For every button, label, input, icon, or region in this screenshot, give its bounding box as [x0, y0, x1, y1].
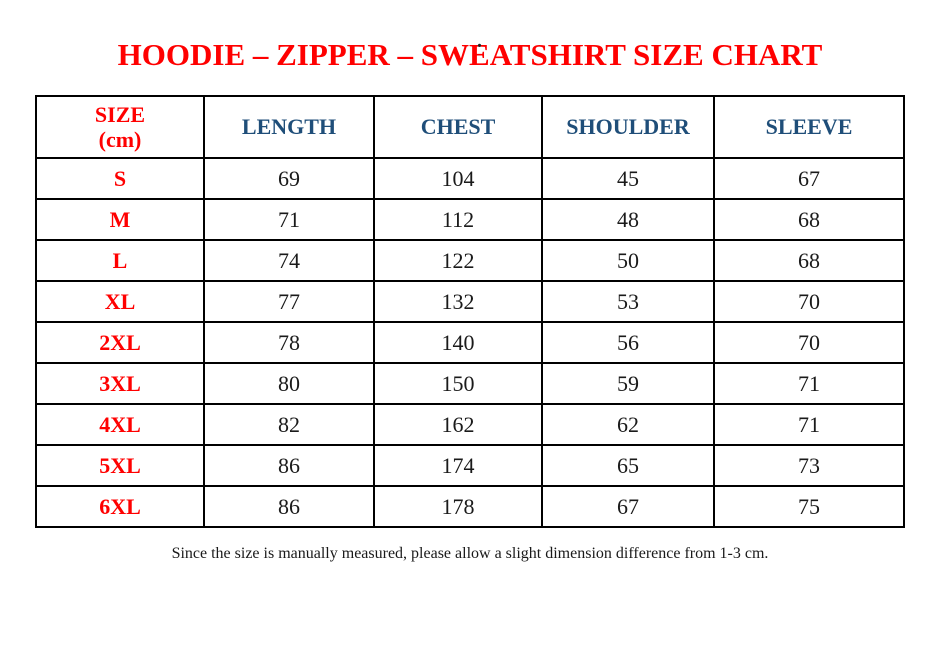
footnote: Since the size is manually measured, ple…	[171, 545, 769, 562]
shoulder-cell: 56	[541, 321, 715, 364]
size-cell: 4XL	[35, 403, 205, 446]
col-header-size-line2: (cm)	[98, 127, 142, 152]
shoulder-cell: 53	[541, 280, 715, 323]
sleeve-cell: 68	[713, 198, 905, 241]
sleeve-cell: 70	[713, 321, 905, 364]
chest-cell: 162	[373, 403, 543, 446]
shoulder-cell: 48	[541, 198, 715, 241]
chest-cell: 132	[373, 280, 543, 323]
size-cell: 6XL	[35, 485, 205, 528]
sleeve-cell: 67	[713, 157, 905, 200]
page-title: HOODIE – ZIPPER – SWEATSHIRT SIZE CHART	[117, 37, 823, 72]
size-cell: S	[35, 157, 205, 200]
sleeve-cell: 71	[713, 362, 905, 405]
chest-cell: 122	[373, 239, 543, 282]
table-row: 2XL 78 140 56 70	[35, 321, 905, 364]
chest-cell: 140	[373, 321, 543, 364]
shoulder-cell: 65	[541, 444, 715, 487]
length-cell: 78	[203, 321, 375, 364]
chest-cell: 112	[373, 198, 543, 241]
shoulder-cell: 62	[541, 403, 715, 446]
col-header-length: LENGTH	[203, 95, 375, 159]
chest-cell: 104	[373, 157, 543, 200]
chest-cell: 150	[373, 362, 543, 405]
length-cell: 86	[203, 444, 375, 487]
table-row: XL 77 132 53 70	[35, 280, 905, 323]
shoulder-cell: 59	[541, 362, 715, 405]
table-row: 3XL 80 150 59 71	[35, 362, 905, 405]
chest-cell: 178	[373, 485, 543, 528]
sleeve-cell: 71	[713, 403, 905, 446]
length-cell: 74	[203, 239, 375, 282]
col-header-shoulder: SHOULDER	[541, 95, 715, 159]
table-body: S 69 104 45 67 M 71 112 48 68 L 74 122 50 68 XL 77 132 53 7…	[35, 157, 905, 528]
table-row: 5XL 86 174 65 73	[35, 444, 905, 487]
length-cell: 86	[203, 485, 375, 528]
shoulder-cell: 67	[541, 485, 715, 528]
header-row: SIZE (cm) LENGTH CHEST SHOULDER SLEEVE	[35, 95, 905, 159]
size-chart-table: SIZE (cm) LENGTH CHEST SHOULDER SLEEVE S…	[35, 95, 905, 528]
sleeve-cell: 68	[713, 239, 905, 282]
table-row: M 71 112 48 68	[35, 198, 905, 241]
table-row: S 69 104 45 67	[35, 157, 905, 200]
length-cell: 82	[203, 403, 375, 446]
size-cell: L	[35, 239, 205, 282]
length-cell: 80	[203, 362, 375, 405]
size-cell: 5XL	[35, 444, 205, 487]
size-chart-page: . HOODIE – ZIPPER – SWEATSHIRT SIZE CHAR…	[0, 31, 940, 563]
col-header-sleeve: SLEEVE	[713, 95, 905, 159]
col-header-chest: CHEST	[373, 95, 543, 159]
sleeve-cell: 73	[713, 444, 905, 487]
col-header-size: SIZE (cm)	[35, 95, 205, 159]
sleeve-cell: 75	[713, 485, 905, 528]
length-cell: 71	[203, 198, 375, 241]
stray-dot: .	[477, 30, 482, 52]
sleeve-cell: 70	[713, 280, 905, 323]
size-cell: 2XL	[35, 321, 205, 364]
size-cell: XL	[35, 280, 205, 323]
table-row: 4XL 82 162 62 71	[35, 403, 905, 446]
col-header-size-line1: SIZE	[94, 101, 146, 127]
size-cell: 3XL	[35, 362, 205, 405]
size-cell: M	[35, 198, 205, 241]
shoulder-cell: 50	[541, 239, 715, 282]
shoulder-cell: 45	[541, 157, 715, 200]
table-row: 6XL 86 178 67 75	[35, 485, 905, 528]
length-cell: 77	[203, 280, 375, 323]
table-row: L 74 122 50 68	[35, 239, 905, 282]
length-cell: 69	[203, 157, 375, 200]
chest-cell: 174	[373, 444, 543, 487]
